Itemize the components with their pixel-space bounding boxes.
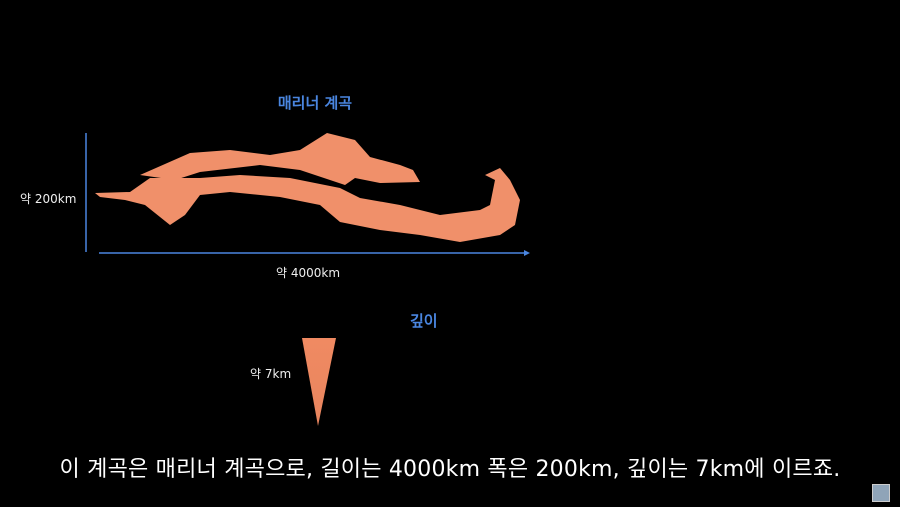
length-label: 약 4000km bbox=[276, 266, 341, 280]
diagram-title: 매리너 계곡 bbox=[277, 94, 353, 112]
length-axis-arrowhead bbox=[524, 250, 530, 256]
canyon-upper-branch bbox=[140, 133, 420, 185]
depth-triangle bbox=[302, 338, 336, 426]
video-subtitle: 이 계곡은 매리너 계곡으로, 길이는 4000km 폭은 200km, 깊이는… bbox=[59, 457, 841, 482]
canyon-main-branch bbox=[95, 168, 520, 242]
depth-title: 깊이 bbox=[410, 312, 438, 330]
width-label: 약 200km bbox=[20, 192, 77, 206]
depth-label: 약 7km bbox=[250, 367, 292, 381]
channel-logo-icon bbox=[872, 484, 890, 502]
